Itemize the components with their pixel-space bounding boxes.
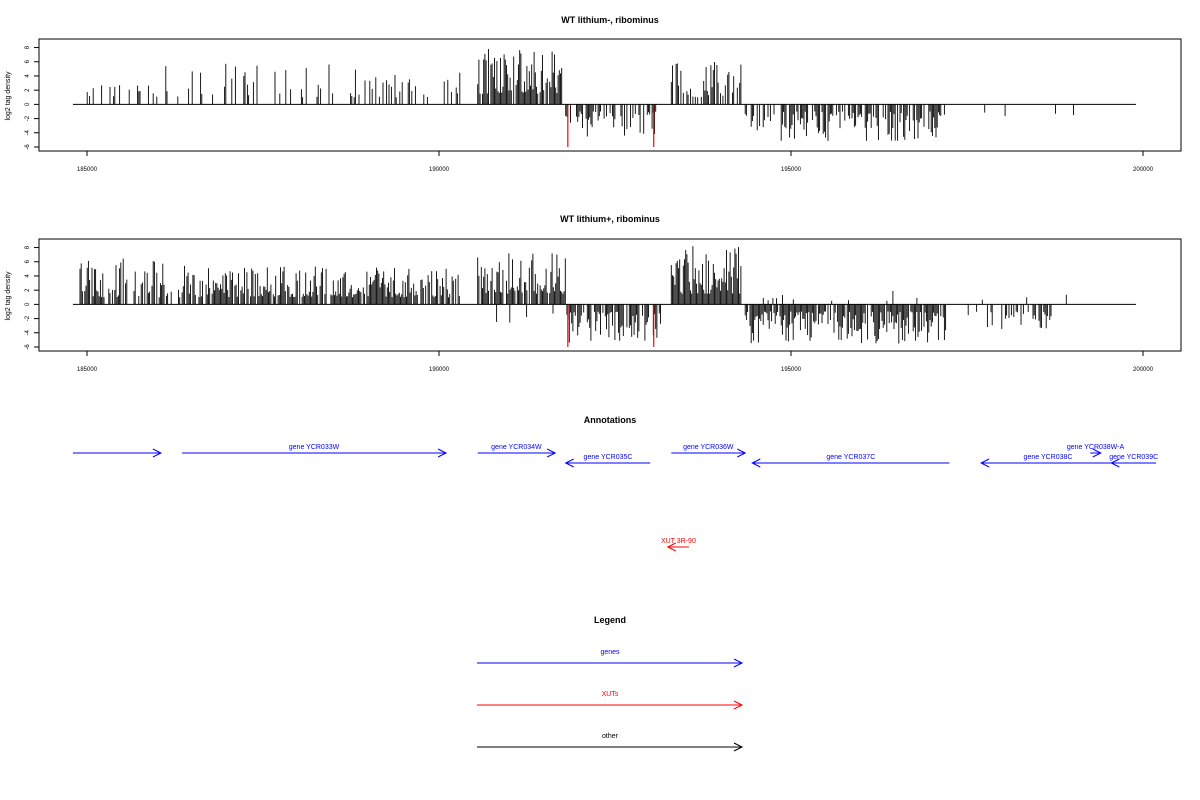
arrow-head	[546, 448, 557, 458]
legend-label: XUTs	[602, 691, 619, 698]
arrow-head	[1092, 448, 1102, 458]
gene-label: gene YCR035C	[584, 454, 633, 461]
panel-title: WT lithium-, ribominus	[561, 15, 659, 25]
arrow-head	[152, 448, 163, 458]
legend: Legend genes XUTs other	[477, 615, 744, 752]
x-tick-label: 200000	[1133, 367, 1154, 373]
arrow-head	[733, 658, 744, 668]
annotations-title: Annotations	[584, 415, 637, 425]
arrow-head	[733, 742, 744, 752]
x-tick-label: 185000	[77, 367, 98, 373]
legend-arrow	[477, 742, 744, 752]
legend-label: other	[602, 733, 619, 740]
plot-frame	[38, 38, 1182, 152]
y-ticks: 8 6 4 2 0 -2 -4 -6	[25, 45, 39, 150]
gene-arrow	[979, 458, 1115, 468]
arrow-head	[1110, 458, 1120, 468]
legend-title: Legend	[594, 615, 626, 625]
gene-label: gene YCR034W	[491, 444, 542, 451]
x-tick-label: 195000	[781, 367, 802, 373]
xut-arrow	[666, 542, 689, 552]
y-tick-label: 8	[25, 45, 31, 49]
gene-arrow	[1110, 458, 1156, 468]
x-tick-label: 195000	[781, 167, 802, 173]
gene-label: gene YCR033W	[289, 444, 340, 451]
arrow-head	[733, 700, 744, 710]
gene-label: gene YCR038C	[1024, 454, 1073, 461]
legend-items: genes XUTs other	[477, 649, 744, 752]
legend-arrow	[477, 700, 744, 710]
x-tick-label: 190000	[429, 167, 450, 173]
bars-group	[72, 246, 1136, 347]
panel-wt-lithium-plus: WT lithium+, ribominus log2 tag density …	[5, 214, 1182, 373]
gene-label: gene YCR039C	[1109, 454, 1158, 461]
arrow-head	[751, 458, 761, 468]
gene-arrow	[1090, 448, 1102, 458]
y-tick-label: -4	[25, 129, 31, 135]
y-tick-label: -6	[25, 144, 31, 150]
x-tick-label: 190000	[429, 367, 450, 373]
x-tick-label: 185000	[77, 167, 98, 173]
gene-arrow	[751, 458, 950, 468]
y-axis-label: log2 tag density	[5, 271, 12, 321]
gene-arrow	[182, 448, 448, 458]
gene-label: gene YCR037C	[826, 454, 875, 461]
y-axis-label: log2 tag density	[5, 71, 12, 121]
annotations-track: Annotations gene YCR033W gene YCR034Wgene…	[72, 415, 1158, 552]
annotation-items: gene YCR033W gene YCR034W gene YCR035C gene…	[72, 444, 1158, 552]
legend-label: genes	[600, 649, 620, 656]
gene-arrow	[564, 458, 651, 468]
y-tick-label: 6	[25, 259, 31, 263]
gene-label: gene YCR038W-A	[1067, 444, 1125, 451]
gene-arrow	[72, 448, 163, 458]
x-ticks: 185000 190000 195000 200000	[77, 151, 1154, 173]
bars-group	[72, 49, 1136, 147]
arrow-head	[437, 448, 448, 458]
y-tick-label: 8	[25, 245, 31, 249]
panel-title: WT lithium+, ribominus	[560, 214, 660, 224]
y-tick-label: 2	[25, 88, 31, 92]
panel-wt-lithium-minus: WT lithium-, ribominus log2 tag density …	[5, 15, 1182, 173]
arrow-head	[666, 542, 677, 552]
y-tick-label: 0	[25, 102, 31, 106]
y-tick-label: -4	[25, 329, 31, 335]
x-tick-label: 200000	[1133, 167, 1154, 173]
y-tick-label: -6	[25, 344, 31, 350]
gene-label: gene YCR036W	[683, 444, 734, 451]
gene-arrow	[671, 448, 747, 458]
y-tick-label: -2	[25, 315, 31, 321]
arrow-head	[737, 448, 747, 458]
x-ticks: 185000 190000 195000 200000	[77, 351, 1154, 373]
y-tick-label: -2	[25, 115, 31, 121]
arrow-head	[564, 458, 574, 468]
y-tick-label: 6	[25, 59, 31, 63]
plot-frame	[38, 238, 1182, 352]
y-tick-label: 0	[25, 302, 31, 306]
arrow-head	[979, 458, 990, 468]
y-tick-label: 2	[25, 288, 31, 292]
legend-arrow	[477, 658, 744, 668]
y-ticks: 8 6 4 2 0 -2 -4 -6	[25, 245, 39, 350]
xut-label: XUT 3R-90	[661, 538, 696, 545]
y-tick-label: 4	[25, 274, 31, 278]
gene-arrow	[477, 448, 557, 458]
y-tick-label: 4	[25, 74, 31, 78]
